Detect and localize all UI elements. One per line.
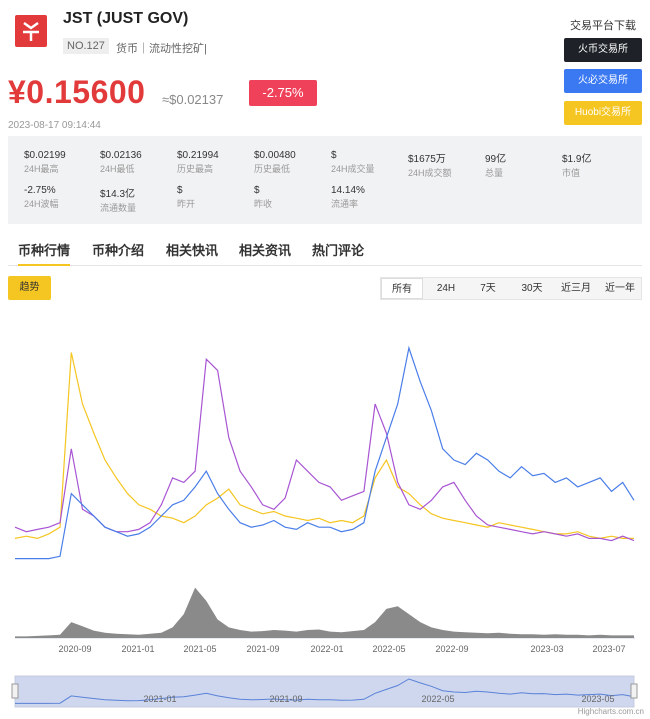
x-tick-label: 2022-09 xyxy=(435,644,468,654)
stat-market-cap: $1.9亿 市值 xyxy=(562,154,592,178)
navigator-right-handle[interactable] xyxy=(630,683,638,699)
stat-24h-turnover: $1675万 24H成交额 xyxy=(408,154,452,178)
exchange-button-huobi[interactable]: 火币交易所 xyxy=(564,38,642,62)
x-tick-label: 2020-09 xyxy=(58,644,91,654)
coin-logo xyxy=(15,15,47,47)
stat-24h-high: $0.02199 24H最高 xyxy=(24,150,66,174)
content-tabs: 币种行情 币种介绍 相关快讯 相关资讯 热门评论 xyxy=(8,236,642,266)
stat-atl: $0.00480 历史最低 xyxy=(254,150,296,174)
x-tick-label: 2021-05 xyxy=(183,644,216,654)
x-axis-ticks: 2020-09 2021-01 2021-05 2021-09 2022-01 2022-… xyxy=(58,644,625,654)
tab-comments[interactable]: 热门评论 xyxy=(312,243,365,258)
price-timestamp: 2023-08-17 09:14:44 xyxy=(8,120,101,131)
stat-yesterday-open: $ 昨开 xyxy=(177,185,196,209)
volume-area xyxy=(15,587,634,638)
stat-total-supply: 99亿 总量 xyxy=(485,154,507,178)
chart-credit: Highcharts.com.cn xyxy=(577,707,644,716)
x-tick-label: 2021-01 xyxy=(121,644,154,654)
trend-button[interactable]: 趋势 xyxy=(8,276,51,300)
range-selector: 所有 24H 7天 30天 近三月 近一年 xyxy=(380,277,642,300)
navigator-tick-label: 2021-01 xyxy=(143,694,176,704)
series-line-2 xyxy=(14,357,635,542)
range-all[interactable]: 所有 xyxy=(381,278,423,299)
tab-flash-news[interactable]: 相关快讯 xyxy=(166,243,219,258)
range-3m[interactable]: 近三月 xyxy=(561,283,591,294)
stat-24h-amplitude: -2.75% 24H波幅 xyxy=(24,185,59,209)
stat-24h-low: $0.02136 24H最低 xyxy=(100,150,142,174)
stat-circulation-rate: 14.14% 流通率 xyxy=(331,185,365,209)
x-tick-label: 2023-03 xyxy=(530,644,563,654)
series-line-3 xyxy=(15,345,635,560)
x-tick-label: 2022-01 xyxy=(310,644,343,654)
navigator-tick-label: 2023-05 xyxy=(581,694,614,704)
range-7d[interactable]: 7天 xyxy=(480,283,496,294)
volume-area-group xyxy=(15,587,634,638)
x-tick-label: 2022-05 xyxy=(372,644,405,654)
range-24h[interactable]: 24H xyxy=(436,283,456,294)
stat-yesterday-close: $ 昨收 xyxy=(254,185,273,209)
tab-news[interactable]: 相关资讯 xyxy=(239,243,292,258)
navigator-tick-label: 2021-09 xyxy=(269,694,302,704)
tab-market[interactable]: 币种行情 xyxy=(18,240,71,266)
rank-badge: NO.127 xyxy=(63,38,109,54)
stat-24h-volume: $24H成交量 xyxy=(331,150,375,174)
price-cny: ¥0.15600 xyxy=(8,74,146,110)
exchange-button-huobi-2[interactable]: 火必交易所 xyxy=(564,69,642,93)
price-change-badge: -2.75% xyxy=(249,80,317,106)
range-30d[interactable]: 30天 xyxy=(521,283,543,294)
coin-tags: 货币｜流动性挖矿| xyxy=(116,43,207,55)
navigator-tick-label: 2022-05 xyxy=(421,694,454,704)
navigator-left-handle[interactable] xyxy=(11,683,19,699)
series-lines-group xyxy=(14,345,635,560)
series-line-1 xyxy=(14,352,634,540)
stats-panel: $0.02199 24H最高 $0.02136 24H最低 $0.21994 历史最高… xyxy=(8,136,642,224)
price-usd: ≈$0.02137 xyxy=(162,92,224,107)
x-tick-label: 2021-09 xyxy=(246,644,279,654)
stat-ath: $0.21994 历史最高 xyxy=(177,150,219,174)
navigator-line xyxy=(15,678,635,704)
x-tick-label: 2023-07 xyxy=(592,644,625,654)
navigator-ticks: 2021-01 2021-09 2022-05 2023-05 xyxy=(143,694,614,704)
navigator-window[interactable] xyxy=(15,676,634,707)
exchange-button-huobi-global[interactable]: Huobi交易所 xyxy=(564,101,642,125)
stat-circulating: $14.3亿 流通数量 xyxy=(100,189,137,213)
range-1y[interactable]: 近一年 xyxy=(605,283,635,294)
exchange-download-title: 交易平台下载 xyxy=(570,20,636,32)
tab-intro[interactable]: 币种介绍 xyxy=(92,243,145,258)
coin-title: JST (JUST GOV) xyxy=(63,10,189,27)
